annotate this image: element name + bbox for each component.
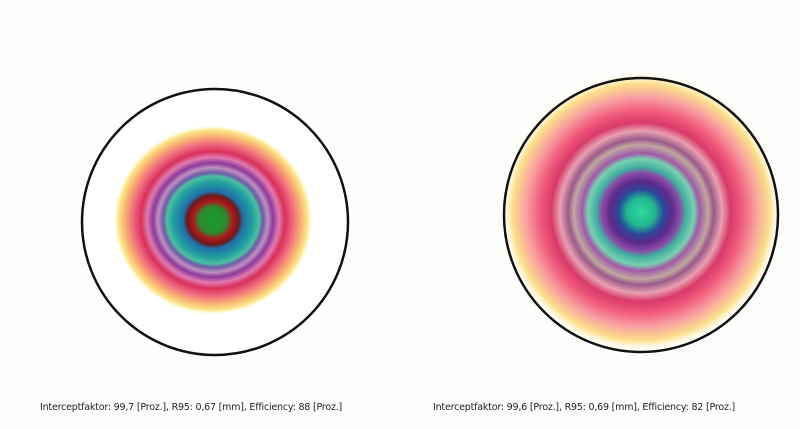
caption: Interceptfaktor: 99,6 [Proz.], R95: 0,69… [433,402,735,413]
page: Interceptfaktor: 99,7 [Proz.], R95: 0,67… [0,0,800,429]
flux-plots [0,0,800,429]
caption: Interceptfaktor: 99,7 [Proz.], R95: 0,67… [40,402,342,413]
flux-distribution [113,125,313,315]
